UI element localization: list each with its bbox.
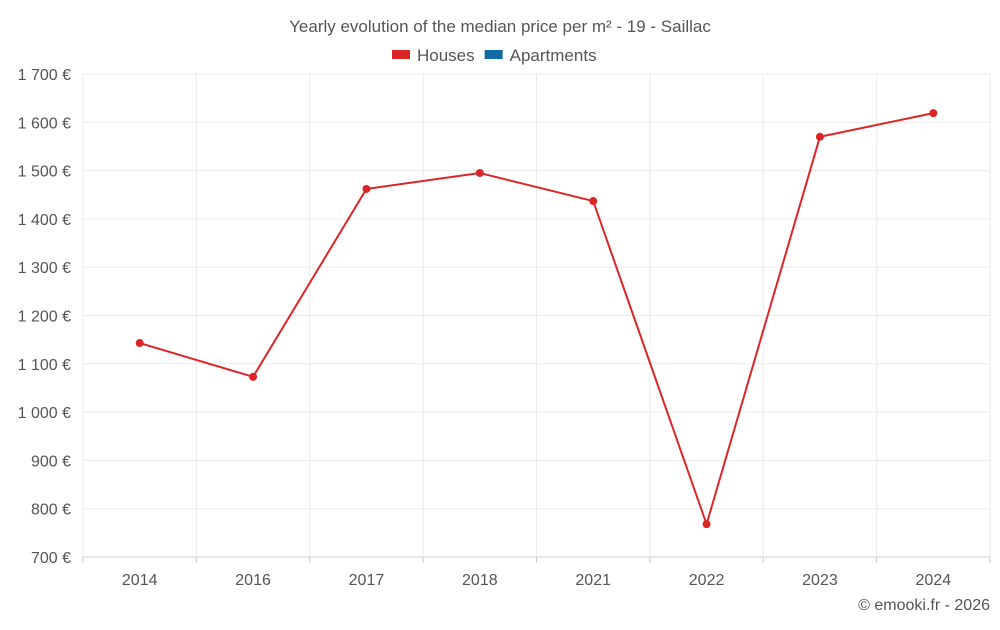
x-tick-label: 2017 (349, 572, 385, 589)
chart-title: Yearly evolution of the median price per… (289, 17, 711, 36)
legend-label-houses: Houses (417, 46, 475, 65)
x-axis: 2014 2016 2017 2018 2021 2022 2023 2024 (82, 557, 991, 589)
x-tick-label: 2022 (689, 572, 725, 589)
y-tick-label: 800 € (31, 502, 71, 519)
data-point (929, 109, 938, 118)
series-line-houses (139, 112, 934, 528)
y-tick-label: 1 600 € (18, 115, 71, 132)
y-tick-label: 1 100 € (18, 357, 71, 374)
data-point (249, 372, 258, 381)
x-tick-label: 2021 (575, 572, 611, 589)
y-tick-label: 1 300 € (18, 260, 71, 277)
legend-swatch-apartments (484, 50, 503, 59)
data-point (475, 169, 484, 178)
data-point (815, 132, 824, 141)
x-tick-label: 2014 (122, 572, 158, 589)
data-point (135, 339, 144, 348)
x-tick-label: 2024 (916, 572, 952, 589)
series (135, 109, 938, 529)
y-tick-label: 1 400 € (18, 212, 71, 229)
x-tick-label: 2016 (235, 572, 271, 589)
y-tick-label: 700 € (31, 550, 71, 567)
y-tick-label: 1 200 € (18, 309, 71, 326)
data-point (702, 520, 711, 529)
y-axis: 700 € 800 € 900 € 1 000 € 1 100 € 1 200 € 1 30… (18, 67, 71, 567)
x-tick-label: 2018 (462, 572, 498, 589)
legend-label-apartments: Apartments (510, 46, 597, 65)
legend-swatch-houses (392, 50, 410, 59)
y-tick-label: 1 500 € (18, 164, 71, 181)
credit: © emooki.fr - 2026 (858, 597, 990, 614)
y-tick-label: 1 700 € (18, 67, 71, 84)
grid (82, 73, 991, 558)
y-tick-label: 900 € (31, 453, 71, 470)
y-tick-label: 1 000 € (18, 405, 71, 422)
data-point (589, 197, 598, 206)
x-tick-label: 2023 (802, 572, 838, 589)
legend: Houses Apartments (392, 46, 597, 65)
data-point (362, 184, 371, 193)
